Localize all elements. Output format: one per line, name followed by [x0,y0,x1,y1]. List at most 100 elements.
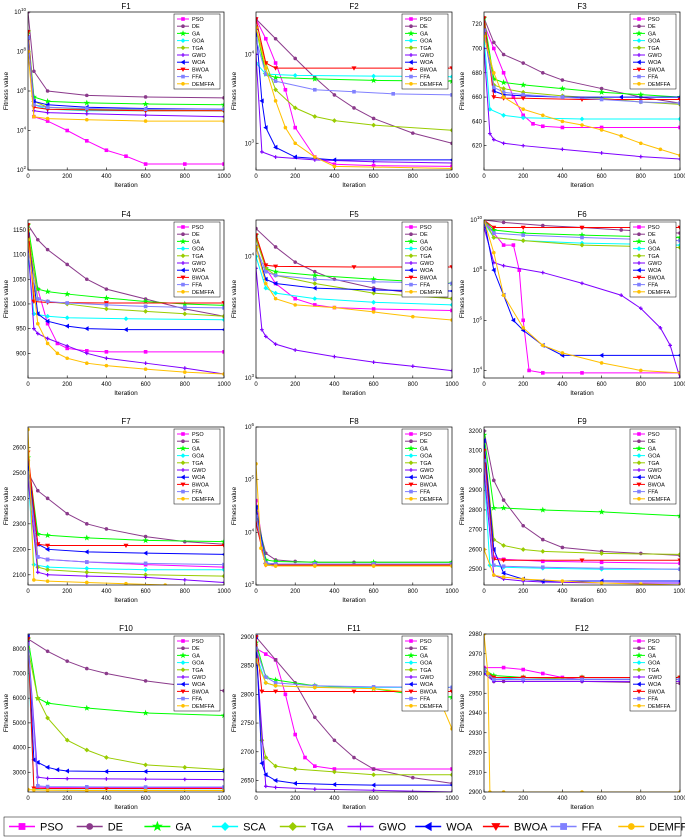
series-line-demffa [28,239,224,375]
legend-label-ga: GA [648,446,656,452]
data-point-ga [272,676,279,683]
legend-marker-gwo [181,468,185,472]
data-point-woa [331,157,337,163]
data-point-woa [259,760,264,766]
data-point-gwo [521,143,526,148]
x-tick-label: 200 [290,174,301,180]
data-point-goa [371,73,376,79]
y-tick-label: 3100 [469,449,483,455]
data-point-woa [64,768,69,774]
data-point-woa [263,276,268,282]
legend-label-bwoa: BWOA [420,275,437,281]
legend-marker-ffa [409,74,413,79]
data-point-ffa [36,297,40,301]
y-tick-label: 2900 [241,635,255,641]
plot-frame [255,219,453,379]
data-point-de [371,116,376,121]
data-point-ffa [85,106,89,111]
legend-label-ffa: FFA [648,75,658,81]
x-tick-label: 200 [518,589,529,595]
legend-marker-goa [180,38,186,43]
bottom-legend-marker-gwo [356,822,365,831]
legend-marker-gwo [637,261,641,265]
legend-label-demffa: DEMFFA [420,290,443,296]
chart-panel-f10: F10 0 200 400 600 800 1000 3000 4000 5000 6000 7000… [3,624,231,811]
data-point-ffa [450,93,452,97]
legend-label-goa: GOA [192,39,205,45]
data-point-gwo [678,581,680,585]
data-point-bwoa [256,635,259,640]
data-point-tga [312,114,318,119]
data-point-ffa [580,677,584,682]
data-point-de [143,95,148,99]
plot-area [256,462,452,568]
data-point-pso [450,767,452,771]
bottom-legend-label-demffa: DEMFFA [649,822,685,834]
legend-label-goa: GOA [648,39,661,45]
data-point-gwo [263,784,268,789]
data-point-demffa [273,683,278,688]
data-point-pso [143,350,148,354]
data-point-de [143,679,148,683]
data-point-ga [44,288,51,295]
data-point-ffa [182,305,187,310]
legend-label-pso: PSO [192,432,204,438]
series-line-de [256,516,452,563]
data-point-ffa [580,235,584,240]
series-line-pso [28,31,224,165]
data-point-tga [273,87,278,93]
legend-label-demffa: DEMFFA [648,497,671,503]
legend-label-tga: TGA [420,668,432,674]
data-point-bwoa [259,689,265,694]
data-point-demffa [501,575,506,579]
legend-label-tga: TGA [648,668,660,674]
legend-label-pso: PSO [420,639,432,645]
legend-marker-ga [407,238,415,245]
x-tick-label: 0 [482,382,486,388]
y-tick-label: 2910 [469,770,483,776]
legend-marker-bwoa [408,67,414,72]
y-tick-label: 7000 [13,672,27,678]
data-point-de [501,52,506,57]
legend-marker-demffa [409,496,413,501]
data-point-woa [292,154,298,160]
legend-label-ffa: FFA [192,283,202,289]
series-line-gwo [256,648,452,792]
x-tick-label: 1000 [673,796,685,802]
legend-label-woa: WOA [648,60,661,66]
legend-marker-gwo [181,53,185,57]
data-point-woa [143,550,148,556]
bottom-legend: PSO DE GA SCA TGA GWO WOA BWOA FFA DEMFFA [3,816,685,837]
data-point-pso [222,565,224,569]
legend-marker-ga [635,238,643,245]
data-point-ffa [36,784,40,788]
series-line-ga [28,224,224,306]
data-point-woa [31,757,36,763]
x-tick-label: 1000 [445,382,459,388]
data-point-gwo [143,575,148,580]
bottom-legend-label-tga: TGA [311,822,334,834]
legend-label-pso: PSO [648,639,660,645]
y-tick-label: 1050 [13,277,27,283]
plot-area [28,634,224,792]
data-point-goa [221,567,224,573]
legend-marker-ga [179,30,187,37]
data-point-pso [501,243,506,247]
chart-panel-f7: F7 0 200 400 600 800 1000 2100 2200 2300 2400 2500 2… [3,417,231,604]
data-point-ffa [639,100,643,104]
legend-label-bwoa: BWOA [648,482,665,488]
data-point-demffa [491,573,496,577]
data-point-bwoa [28,637,31,642]
data-point-bwoa [491,675,497,680]
bottom-legend-label-woa: WOA [446,822,473,834]
legend-marker-demffa [637,703,641,708]
data-point-bwoa [520,96,526,101]
y-tick-label: 2940 [469,711,483,717]
legend-marker-gwo [409,53,413,57]
legend-label-tga: TGA [420,46,432,52]
x-tick-label: 600 [141,382,152,388]
bottom-legend-label-sca: SCA [243,822,266,834]
chart-panel-f1: F1 0 200 400 600 800 1000 102 104 106 108 1010 Itera… [3,2,231,189]
data-point-tga [292,105,298,111]
